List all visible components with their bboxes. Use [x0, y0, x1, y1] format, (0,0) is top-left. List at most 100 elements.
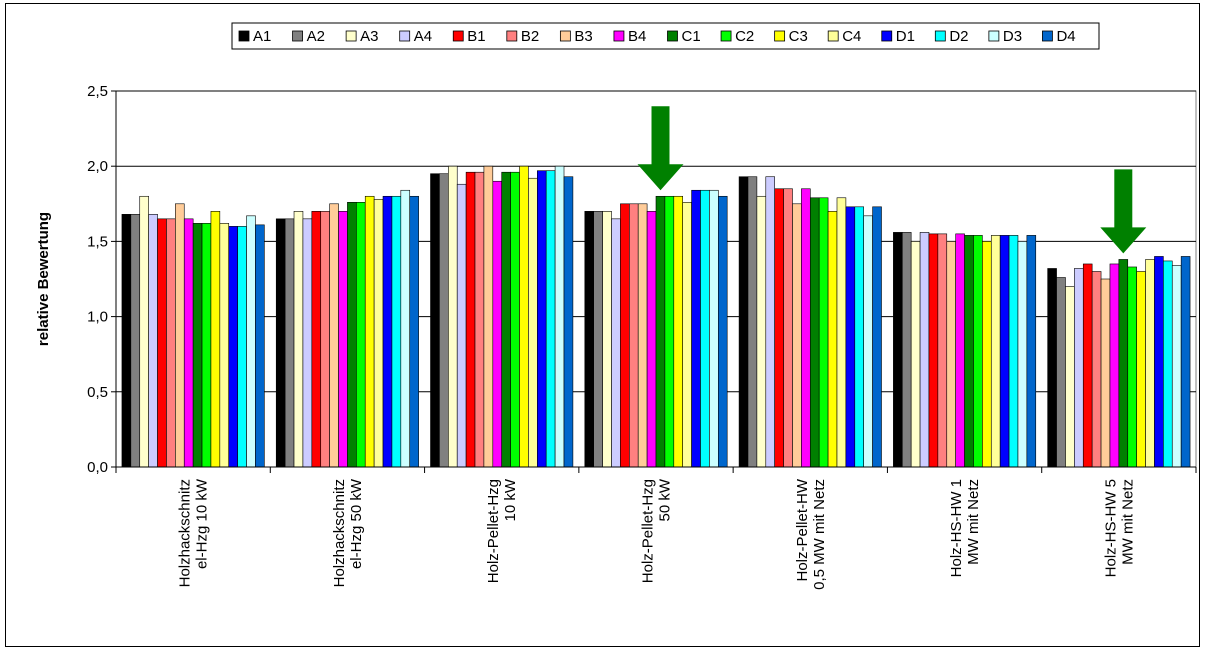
annotations — [637, 106, 1147, 254]
y-axis: 0,0 0,5 1,0 1,5 2,0 2,5 — [87, 83, 117, 476]
bar-a1 — [1047, 268, 1057, 468]
bar-d4 — [1180, 256, 1191, 468]
bar-d3 — [1017, 241, 1028, 468]
bar-a4 — [611, 218, 621, 468]
bar-b2 — [474, 171, 485, 468]
legend-label-a2: A2 — [307, 28, 325, 45]
legend-swatch-d3 — [988, 30, 1000, 42]
bar-d1 — [228, 226, 238, 468]
bar-c2 — [201, 223, 212, 468]
bar-d2 — [1163, 260, 1173, 468]
bar-c2 — [1127, 266, 1137, 468]
legend-label-b4: B4 — [628, 28, 646, 45]
x-tick-label: Holz-Pellet-Hzg50 kW — [640, 478, 674, 583]
x-tick-label-line: 50 kW — [657, 478, 674, 521]
bar-c2 — [973, 235, 983, 468]
bar-b4 — [801, 188, 811, 468]
bar-b4 — [955, 233, 965, 468]
bar-b1 — [620, 203, 630, 468]
x-axis: Holzhackschnitzel-Hzg 10 kW Holzhackschni… — [115, 466, 1197, 590]
bar-b3 — [329, 203, 339, 468]
bar-b4 — [338, 211, 348, 468]
bar-b2 — [628, 203, 639, 468]
bar-b1 — [928, 233, 939, 468]
bar-c4 — [528, 177, 538, 468]
bar-b2 — [320, 211, 330, 468]
bar-d3 — [554, 165, 565, 468]
y-tick-label: 0,5 — [87, 384, 108, 401]
bar-c4 — [1145, 259, 1155, 468]
bar-b1 — [311, 211, 322, 468]
y-tick-label: 1,5 — [87, 233, 108, 250]
bar-a3 — [448, 165, 458, 468]
y-axis-label: relative Bewertung — [35, 212, 52, 346]
bar-d3 — [863, 215, 873, 468]
bar-a1 — [121, 214, 132, 468]
y-tick-label: 1,0 — [87, 309, 108, 326]
bar-c1 — [347, 202, 357, 468]
bar-d1 — [537, 170, 547, 468]
bar-c4 — [219, 223, 230, 468]
bar-a2 — [1056, 277, 1066, 468]
bar-b1 — [465, 171, 476, 468]
bar-a2 — [284, 218, 295, 468]
bar-d3 — [246, 215, 256, 468]
bar-a2 — [439, 173, 449, 468]
bar-d4 — [717, 195, 728, 468]
bar-b4 — [183, 218, 194, 468]
legend-swatch-b4 — [613, 30, 625, 42]
bar-d3 — [1171, 265, 1182, 468]
bar-c3 — [827, 211, 838, 468]
legend-swatch-b3 — [559, 30, 571, 42]
bar-b3 — [483, 165, 494, 468]
bar-d1 — [1154, 256, 1164, 468]
bar-a3 — [1065, 286, 1075, 468]
bar-d4 — [872, 206, 882, 468]
bar-c1 — [809, 197, 820, 468]
bar-b2 — [783, 188, 793, 468]
legend-swatch-d4 — [1042, 30, 1053, 42]
legend-label-c3: C3 — [789, 28, 808, 45]
bar-b4 — [1109, 263, 1120, 468]
bar-c2 — [356, 202, 366, 468]
bar-a4 — [456, 183, 467, 468]
y-tick-label: 0,0 — [87, 459, 108, 476]
bar-b3 — [1100, 278, 1111, 468]
legend-swatch-d1 — [881, 30, 893, 42]
legend-swatch-b1 — [452, 30, 464, 42]
x-tick-label: Holz-Pellet-HW0,5 MW mit Netz — [794, 478, 828, 590]
bar-b2 — [166, 218, 176, 468]
bar-d2 — [1008, 235, 1019, 468]
bar-c1 — [501, 171, 511, 468]
legend-swatch-c2 — [720, 30, 732, 42]
down-arrow-icon — [1100, 169, 1147, 254]
bar-chart: A1 A2 A3 A4 B1 B2 B3 B4 C1 C2 C3 C4 D1 D2 D3 D4 0,0 0,5 1… — [35, 22, 1197, 590]
bar-a2 — [130, 214, 141, 468]
x-tick-label-line: Holz-HS-HW 1 — [948, 479, 965, 577]
bar-d4 — [409, 195, 419, 468]
bar-c4 — [990, 235, 1001, 468]
x-tick-label-line: Holzhackschnitz — [331, 479, 348, 587]
x-tick-label-line: MW mit Netz — [965, 479, 982, 565]
y-tick-label: 2,0 — [87, 158, 108, 175]
legend-swatch-c1 — [667, 30, 678, 42]
bar-d2 — [700, 189, 710, 468]
bar-b3 — [637, 203, 648, 468]
bar-d1 — [845, 206, 856, 468]
bar-b4 — [492, 180, 503, 468]
x-tick-label-line: el-Hzg 50 kW — [348, 478, 365, 569]
x-tick-label-line: Holz-HS-HW 5 — [1102, 479, 1119, 577]
bar-b3 — [792, 203, 802, 468]
bar-a4 — [1074, 268, 1084, 468]
legend-box — [231, 22, 1100, 50]
bars — [121, 165, 1191, 468]
bar-a2 — [593, 211, 603, 468]
bar-a4 — [765, 176, 775, 468]
bar-c2 — [664, 195, 675, 468]
legend-label-c1: C1 — [682, 28, 701, 45]
legend-swatch-a2 — [292, 30, 303, 42]
bar-b4 — [646, 211, 657, 468]
down-arrow-icon — [637, 106, 684, 191]
x-tick-label: Holz-HS-HW 1MW mit Netz — [948, 479, 982, 577]
bar-c1 — [1118, 259, 1129, 468]
